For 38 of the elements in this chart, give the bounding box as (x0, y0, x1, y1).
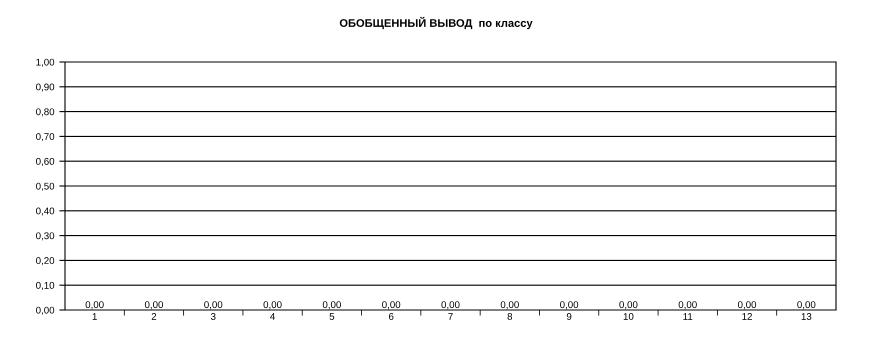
x-tick-label: 8 (508, 313, 512, 320)
data-label: 0,00 (263, 301, 282, 310)
data-label: 0,00 (560, 301, 578, 310)
y-tick-label: 0,90 (36, 84, 54, 92)
y-tick-label: 0,20 (36, 257, 54, 266)
y-tick-label: 0,50 (36, 182, 54, 191)
y-tick-label: 0,30 (36, 232, 54, 240)
data-label: 0,00 (619, 301, 638, 310)
x-tick-label: 9 (566, 313, 572, 320)
data-label: 0,00 (441, 301, 460, 310)
y-tick-label: 0,60 (36, 158, 54, 166)
x-tick-label: 13 (802, 313, 812, 320)
x-tick-label: 12 (742, 313, 752, 320)
x-tick-label: 4 (270, 313, 275, 320)
data-label: 0,00 (738, 301, 756, 310)
x-tick-label: 2 (152, 313, 156, 320)
data-label: 0,00 (86, 301, 104, 310)
y-tick-label: 1,00 (36, 58, 54, 67)
chart-title: ОБОБЩЕННЫЙ ВЫВОД по классу (340, 16, 533, 30)
data-label: 0,00 (678, 301, 697, 310)
x-tick-label: 1 (92, 313, 97, 320)
y-tick-label: 0,40 (36, 208, 54, 216)
x-tick-label: 5 (330, 313, 334, 320)
x-tick-label: 6 (388, 313, 394, 320)
data-label: 0,00 (382, 301, 400, 310)
y-tick-label: 0,70 (36, 133, 54, 142)
y-tick-label: 0,00 (36, 306, 54, 315)
data-label: 0,00 (322, 301, 341, 310)
data-label: 0,00 (204, 301, 222, 310)
x-tick-label: 10 (624, 313, 634, 320)
y-tick-label: 0,10 (36, 282, 54, 290)
y-tick-label: 0,80 (36, 108, 54, 116)
x-tick-label: 3 (210, 313, 216, 320)
data-label: 0,00 (797, 301, 816, 310)
x-tick-label: 7 (448, 313, 453, 320)
data-label: 0,00 (500, 301, 519, 310)
x-tick-label: 11 (683, 313, 692, 320)
data-label: 0,00 (144, 301, 164, 310)
